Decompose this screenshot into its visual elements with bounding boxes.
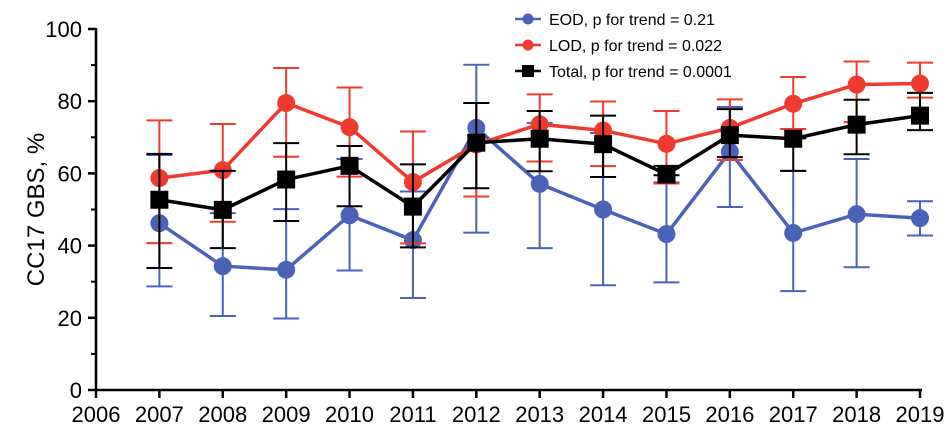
x-tick-label: 2019 bbox=[896, 402, 945, 427]
x-tick-label: 2009 bbox=[262, 402, 311, 427]
data-point bbox=[657, 134, 676, 153]
data-point bbox=[911, 106, 929, 125]
legend-label: Total, p for trend = 0.0001 bbox=[549, 64, 732, 81]
data-point bbox=[847, 205, 866, 224]
data-point bbox=[847, 75, 866, 94]
data-point bbox=[277, 260, 296, 279]
data-point bbox=[847, 115, 866, 134]
data-point bbox=[911, 74, 929, 93]
legend-item: EOD, p for trend = 0.21 bbox=[515, 12, 715, 29]
data-point bbox=[594, 135, 613, 154]
x-tick-label: 2011 bbox=[389, 402, 436, 427]
series-total bbox=[146, 91, 933, 269]
axes: 0 20 40 60 80 100 2006 2007 2008 2009 2010 2011 2012… bbox=[23, 17, 944, 427]
x-tick-label: 2015 bbox=[642, 402, 691, 427]
data-point bbox=[467, 133, 486, 152]
data-point bbox=[277, 170, 296, 189]
data-point bbox=[530, 174, 549, 193]
legend: EOD, p for trend = 0.21 LOD, p for trend … bbox=[515, 12, 732, 81]
data-point bbox=[911, 209, 929, 228]
data-point bbox=[784, 94, 803, 113]
data-point bbox=[784, 223, 803, 242]
x-tick-label: 2017 bbox=[769, 402, 818, 427]
legend-marker bbox=[522, 39, 534, 51]
data-point bbox=[213, 200, 232, 219]
legend-label: LOD, p for trend = 0.022 bbox=[549, 38, 722, 55]
x-tick-label: 2016 bbox=[705, 402, 754, 427]
series-layer bbox=[146, 60, 933, 320]
y-tick-label: 80 bbox=[58, 89, 82, 114]
x-tick-label: 2013 bbox=[515, 402, 564, 427]
y-tick-label: 0 bbox=[70, 378, 82, 403]
data-point bbox=[657, 225, 676, 244]
data-point bbox=[784, 129, 803, 148]
data-point bbox=[720, 126, 739, 145]
y-tick-label: 60 bbox=[58, 161, 82, 186]
x-tick-label: 2008 bbox=[198, 402, 247, 427]
x-tick-label: 2007 bbox=[135, 402, 184, 427]
legend-item: Total, p for trend = 0.0001 bbox=[515, 64, 732, 81]
x-tick-label: 2014 bbox=[579, 402, 628, 427]
legend-marker bbox=[522, 65, 534, 77]
series-eod bbox=[146, 63, 933, 320]
legend-label: EOD, p for trend = 0.21 bbox=[549, 12, 715, 29]
data-point bbox=[150, 190, 169, 209]
x-tick-label: 2018 bbox=[832, 402, 881, 427]
legend-marker bbox=[522, 13, 534, 25]
data-point bbox=[340, 156, 359, 175]
data-point bbox=[340, 118, 359, 137]
y-tick-label: 40 bbox=[58, 234, 82, 259]
x-tick-label: 2012 bbox=[452, 402, 501, 427]
y-tick-label: 100 bbox=[45, 17, 82, 42]
legend-item: LOD, p for trend = 0.022 bbox=[515, 38, 722, 55]
data-point bbox=[657, 165, 676, 184]
data-point bbox=[277, 94, 296, 113]
x-tick-label: 2006 bbox=[72, 402, 121, 427]
data-point bbox=[213, 257, 232, 276]
data-point bbox=[403, 197, 422, 216]
data-point bbox=[594, 200, 613, 219]
data-point bbox=[340, 206, 359, 225]
data-point bbox=[530, 129, 549, 148]
y-axis-title: CC17 GBS, % bbox=[23, 133, 50, 286]
y-tick-label: 20 bbox=[58, 306, 82, 331]
x-tick-label: 2010 bbox=[325, 402, 374, 427]
